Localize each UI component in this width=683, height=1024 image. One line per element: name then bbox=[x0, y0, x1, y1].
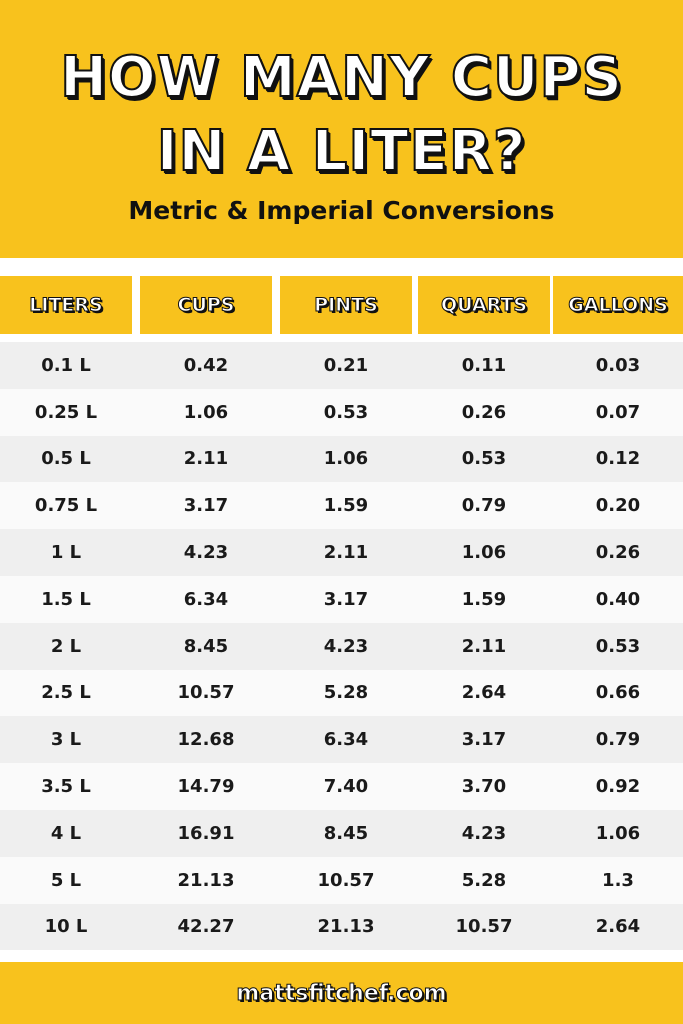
quarts-cell: 0.79 bbox=[461, 495, 507, 517]
cups-cell: 10.57 bbox=[177, 682, 235, 704]
cups-cell: 12.68 bbox=[177, 729, 235, 751]
liters-cell: 0.5 L bbox=[41, 448, 91, 470]
site-url: mattsfitchef.com bbox=[236, 980, 447, 1006]
table-row: 4 L 16.91 8.45 4.23 1.06 bbox=[0, 809, 683, 857]
quarts-cell: 1.06 bbox=[461, 542, 507, 564]
quarts-cell: 1.59 bbox=[461, 588, 507, 610]
cups-cell: 0.42 bbox=[183, 354, 229, 376]
quarts-cell: 3.70 bbox=[461, 776, 507, 798]
cups-cell: 1.06 bbox=[183, 401, 229, 423]
pints-cell: 0.21 bbox=[323, 354, 369, 376]
pints-cell: 2.11 bbox=[323, 542, 369, 564]
table-row: 0.5 L 2.11 1.06 0.53 0.12 bbox=[0, 435, 683, 483]
quarts-cell: 10.57 bbox=[455, 916, 513, 938]
liters-cell: 4 L bbox=[50, 822, 82, 844]
table-row: 10 L 42.27 21.13 10.57 2.64 bbox=[0, 903, 683, 951]
cups-cell: 6.34 bbox=[183, 588, 229, 610]
quarts-cell: 2.64 bbox=[461, 682, 507, 704]
pints-cell: 21.13 bbox=[317, 916, 375, 938]
table-row: 5 L 21.13 10.57 5.28 1.3 bbox=[0, 856, 683, 904]
pints-cell: 10.57 bbox=[317, 869, 375, 891]
quarts-cell: 2.11 bbox=[461, 635, 507, 657]
gallons-cell: 0.26 bbox=[595, 542, 641, 564]
table-row: 3.5 L 14.79 7.40 3.70 0.92 bbox=[0, 763, 683, 810]
gallons-cell: 0.92 bbox=[595, 776, 641, 798]
gallons-cell: 0.07 bbox=[595, 401, 641, 423]
page-subtitle: Metric & Imperial Conversions bbox=[128, 196, 555, 225]
gallons-cell: 0.40 bbox=[595, 588, 641, 610]
quarts-cell: 4.23 bbox=[461, 822, 507, 844]
column-header-cups: CUPS bbox=[140, 276, 272, 334]
quarts-cell: 0.11 bbox=[461, 354, 507, 376]
cups-cell: 8.45 bbox=[183, 635, 229, 657]
pints-cell: 1.59 bbox=[323, 495, 369, 517]
page-title-line-1: HOW MANY CUPS bbox=[59, 45, 623, 110]
table-header-row: LITERS CUPS PINTS QUARTS GALLONS bbox=[0, 276, 683, 334]
liters-cell: 0.25 L bbox=[34, 401, 98, 423]
column-header-gallons: GALLONS bbox=[553, 276, 683, 334]
cups-cell: 14.79 bbox=[177, 776, 235, 798]
pints-cell: 0.53 bbox=[323, 401, 369, 423]
table-row: 0.1 L 0.42 0.21 0.11 0.03 bbox=[0, 342, 683, 389]
table-row: 0.25 L 1.06 0.53 0.26 0.07 bbox=[0, 388, 683, 436]
liters-cell: 0.1 L bbox=[41, 354, 91, 376]
liters-cell: 1 L bbox=[50, 542, 82, 564]
cups-cell: 4.23 bbox=[183, 542, 229, 564]
quarts-cell: 0.26 bbox=[461, 401, 507, 423]
gallons-cell: 2.64 bbox=[595, 916, 641, 938]
gallons-cell: 0.12 bbox=[595, 448, 641, 470]
cups-cell: 3.17 bbox=[183, 495, 229, 517]
liters-cell: 2.5 L bbox=[41, 682, 91, 704]
gallons-cell: 0.79 bbox=[595, 729, 641, 751]
quarts-cell: 3.17 bbox=[461, 729, 507, 751]
pints-cell: 7.40 bbox=[323, 776, 369, 798]
pints-cell: 6.34 bbox=[323, 729, 369, 751]
cups-cell: 2.11 bbox=[183, 448, 229, 470]
column-header-pints: PINTS bbox=[280, 276, 412, 334]
pints-cell: 1.06 bbox=[323, 448, 369, 470]
table-row: 1 L 4.23 2.11 1.06 0.26 bbox=[0, 529, 683, 576]
column-header-liters: LITERS bbox=[0, 276, 132, 334]
cups-cell: 21.13 bbox=[177, 869, 235, 891]
liters-cell: 5 L bbox=[50, 869, 82, 891]
quarts-cell: 0.53 bbox=[461, 448, 507, 470]
liters-cell: 3 L bbox=[50, 729, 82, 751]
table-row: 2.5 L 10.57 5.28 2.64 0.66 bbox=[0, 669, 683, 717]
liters-cell: 1.5 L bbox=[41, 588, 91, 610]
pints-cell: 3.17 bbox=[323, 588, 369, 610]
table-row: 2 L 8.45 4.23 2.11 0.53 bbox=[0, 622, 683, 670]
table-row: 0.75 L 3.17 1.59 0.79 0.20 bbox=[0, 482, 683, 530]
cups-cell: 42.27 bbox=[177, 916, 235, 938]
pints-cell: 4.23 bbox=[323, 635, 369, 657]
table-body: 0.1 L 0.42 0.21 0.11 0.03 0.25 L 1.06 0.53 0.26 0… bbox=[0, 342, 683, 951]
gallons-cell: 0.20 bbox=[595, 495, 641, 517]
gallons-cell: 1.06 bbox=[595, 822, 641, 844]
liters-cell: 10 L bbox=[44, 916, 88, 938]
gallons-cell: 0.53 bbox=[595, 635, 641, 657]
table-row: 1.5 L 6.34 3.17 1.59 0.40 bbox=[0, 575, 683, 623]
quarts-cell: 5.28 bbox=[461, 869, 507, 891]
header-banner: HOW MANY CUPS IN A LITER? Metric & Imper… bbox=[0, 0, 683, 258]
pints-cell: 8.45 bbox=[323, 822, 369, 844]
pints-cell: 5.28 bbox=[323, 682, 369, 704]
liters-cell: 3.5 L bbox=[41, 776, 91, 798]
liters-cell: 2 L bbox=[50, 635, 82, 657]
page-title-line-2: IN A LITER? bbox=[156, 119, 527, 184]
gallons-cell: 0.03 bbox=[595, 354, 641, 376]
cups-cell: 16.91 bbox=[177, 822, 235, 844]
footer-banner: mattsfitchef.com bbox=[0, 962, 683, 1024]
gallons-cell: 1.3 bbox=[602, 869, 634, 891]
column-header-quarts: QUARTS bbox=[418, 276, 550, 334]
liters-cell: 0.75 L bbox=[34, 495, 98, 517]
gallons-cell: 0.66 bbox=[595, 682, 641, 704]
table-row: 3 L 12.68 6.34 3.17 0.79 bbox=[0, 716, 683, 764]
